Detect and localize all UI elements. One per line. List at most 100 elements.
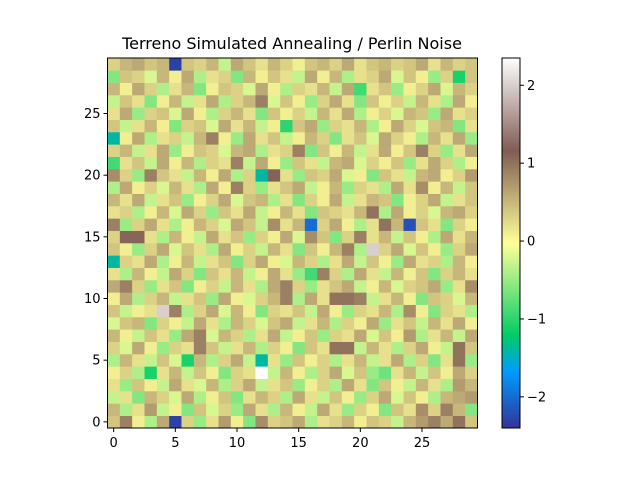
heatmap-cell (465, 218, 478, 231)
chart-title: Terreno Simulated Annealing / Perlin Noi… (121, 34, 462, 53)
heatmap-cell (366, 132, 380, 145)
heatmap-cell (292, 329, 306, 342)
colorbar-tick-label: 1 (527, 157, 535, 172)
heatmap-cell (267, 70, 281, 83)
heatmap-cell (255, 119, 269, 133)
heatmap-cell (107, 230, 121, 244)
heatmap-cell (366, 181, 380, 194)
heatmap-cell (144, 95, 158, 108)
heatmap-cell (292, 107, 306, 120)
heatmap-cell (132, 119, 145, 133)
heatmap-cell (354, 218, 367, 231)
heatmap-cell (181, 415, 195, 429)
heatmap-cell (156, 82, 170, 96)
heatmap-cell (107, 341, 121, 355)
heatmap-cell (169, 415, 182, 429)
heatmap-cell (304, 107, 318, 120)
heatmap-cell (206, 341, 219, 355)
heatmap-cell (255, 415, 269, 429)
heatmap-cell (193, 317, 207, 330)
heatmap-cell (366, 82, 380, 96)
heatmap-cell (230, 230, 244, 244)
heatmap-cell (304, 280, 318, 293)
colorbar-tick-label: 2 (527, 79, 535, 94)
heatmap-cell (304, 304, 318, 318)
heatmap-cell (230, 304, 244, 318)
heatmap-cell (317, 132, 330, 145)
heatmap-cell (452, 354, 466, 367)
heatmap-cell (366, 119, 380, 133)
heatmap-cell (156, 107, 170, 120)
heatmap-cell (169, 341, 182, 355)
heatmap-cell (391, 403, 404, 416)
heatmap-cell (354, 156, 367, 170)
heatmap-cell (144, 82, 158, 96)
heatmap-cell (156, 280, 170, 293)
heatmap-cell (119, 391, 133, 404)
heatmap-cell (452, 132, 466, 145)
heatmap-cell (206, 292, 219, 305)
heatmap-cell (181, 144, 195, 157)
heatmap-cell (206, 107, 219, 120)
heatmap-cell (267, 329, 281, 342)
heatmap-cell (206, 70, 219, 83)
heatmap-cell (304, 169, 318, 182)
heatmap-cell (440, 292, 454, 305)
heatmap-cell (230, 107, 244, 120)
heatmap-cell (440, 243, 454, 256)
heatmap-cell (144, 292, 158, 305)
heatmap-cell (280, 218, 293, 231)
heatmap-cell (230, 95, 244, 108)
heatmap-cell (366, 218, 380, 231)
heatmap-cell (465, 415, 478, 429)
heatmap-cell (452, 206, 466, 219)
heatmap-cell (329, 354, 343, 367)
heatmap-cell (378, 181, 392, 194)
heatmap-cell (354, 193, 367, 207)
heatmap-cell (206, 218, 219, 231)
heatmap-cell (317, 267, 330, 281)
heatmap-cell (440, 415, 454, 429)
heatmap-cell (206, 403, 219, 416)
heatmap-cell (181, 169, 195, 182)
heatmap-cell (230, 193, 244, 207)
heatmap-cell (243, 193, 256, 207)
heatmap-cell (354, 58, 367, 71)
heatmap-cell (193, 95, 207, 108)
heatmap-cell (119, 144, 133, 157)
heatmap-cell (465, 156, 478, 170)
heatmap-cell (304, 243, 318, 256)
heatmap-cell (440, 58, 454, 71)
heatmap-cell (181, 230, 195, 244)
heatmap-cell (452, 415, 466, 429)
heatmap-cell (132, 58, 145, 71)
heatmap-cell (193, 119, 207, 133)
heatmap-cell (403, 95, 417, 108)
heatmap-cell (107, 169, 121, 182)
heatmap-cell (132, 82, 145, 96)
heatmap-cell (107, 329, 121, 342)
heatmap-cell (193, 267, 207, 281)
heatmap-cell (304, 181, 318, 194)
heatmap-cell (341, 415, 355, 429)
heatmap-cell (292, 119, 306, 133)
heatmap-cell (255, 181, 269, 194)
heatmap-cell (304, 267, 318, 281)
heatmap-cell (440, 132, 454, 145)
heatmap-cell (107, 378, 121, 392)
heatmap-cell (156, 366, 170, 379)
heatmap-cell (218, 341, 232, 355)
heatmap-cell (452, 292, 466, 305)
heatmap-cell (452, 193, 466, 207)
heatmap-cell (415, 415, 429, 429)
heatmap-cell (156, 169, 170, 182)
heatmap-cell (341, 58, 355, 71)
heatmap-cell (452, 366, 466, 379)
heatmap-cell (292, 292, 306, 305)
heatmap-cell (230, 329, 244, 342)
heatmap-cell (280, 292, 293, 305)
heatmap-cell (341, 156, 355, 170)
heatmap-cell (193, 144, 207, 157)
heatmap-cell (206, 181, 219, 194)
heatmap-cell (391, 119, 404, 133)
